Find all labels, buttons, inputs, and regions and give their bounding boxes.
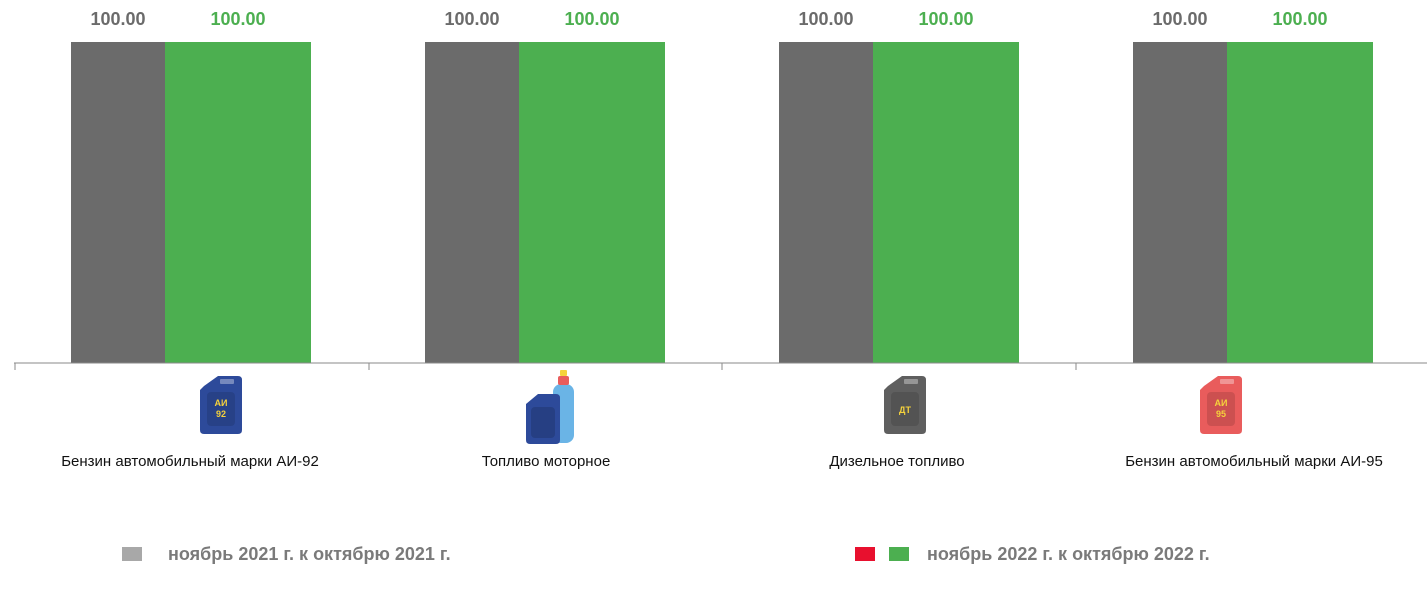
bar-2022-1	[165, 42, 311, 363]
category-label-2: Топливо моторное	[482, 453, 611, 470]
legend-swatch-red	[855, 547, 875, 561]
category-label-3: Дизельное топливо	[829, 453, 964, 470]
category-label-4: Бензин автомобильный марки АИ-95	[1125, 453, 1383, 470]
legend-swatch-gray	[122, 547, 142, 561]
value-labels-group: 100.00 100.00 100.00 100.00 100.00 100.00 100.…	[90, 9, 1327, 29]
bar-2021-2	[425, 42, 519, 363]
bar-2022-4	[1227, 42, 1373, 363]
canister-dt-icon: ДТ	[884, 376, 926, 434]
svg-text:92: 92	[216, 409, 226, 419]
legend-label-2022: ноябрь 2022 г. к октябрю 2022 г.	[927, 543, 1210, 564]
legend-label-2021: ноябрь 2021 г. к октябрю 2021 г.	[168, 543, 451, 564]
value-label-2022-2: 100.00	[564, 9, 619, 29]
category-labels-group: Бензин автомобильный марки АИ-92 Топливо …	[61, 453, 1383, 470]
bar-2022-3	[873, 42, 1019, 363]
canister-gas-cylinder-icon	[526, 370, 574, 444]
legend-item-2022: ноябрь 2022 г. к октябрю 2022 г.	[855, 542, 1210, 566]
svg-text:АИ: АИ	[215, 398, 228, 408]
bar-2021-3	[779, 42, 873, 363]
x-axis	[14, 362, 1427, 370]
value-label-2022-3: 100.00	[918, 9, 973, 29]
value-label-2021-1: 100.00	[90, 9, 145, 29]
bar-2021-1	[71, 42, 165, 363]
legend-item-2021: ноябрь 2021 г. к октябрю 2021 г.	[122, 542, 451, 566]
value-label-2021-2: 100.00	[444, 9, 499, 29]
bar-2022-2	[519, 42, 665, 363]
bars-group	[71, 42, 1373, 363]
value-label-2022-4: 100.00	[1272, 9, 1327, 29]
svg-text:95: 95	[1216, 409, 1226, 419]
svg-text:АИ: АИ	[1215, 398, 1228, 408]
category-label-1: Бензин автомобильный марки АИ-92	[61, 453, 319, 470]
svg-text:ДТ: ДТ	[899, 405, 911, 415]
value-label-2021-4: 100.00	[1152, 9, 1207, 29]
bar-2021-4	[1133, 42, 1227, 363]
value-label-2022-1: 100.00	[210, 9, 265, 29]
legend-swatch-green	[889, 547, 909, 561]
value-label-2021-3: 100.00	[798, 9, 853, 29]
